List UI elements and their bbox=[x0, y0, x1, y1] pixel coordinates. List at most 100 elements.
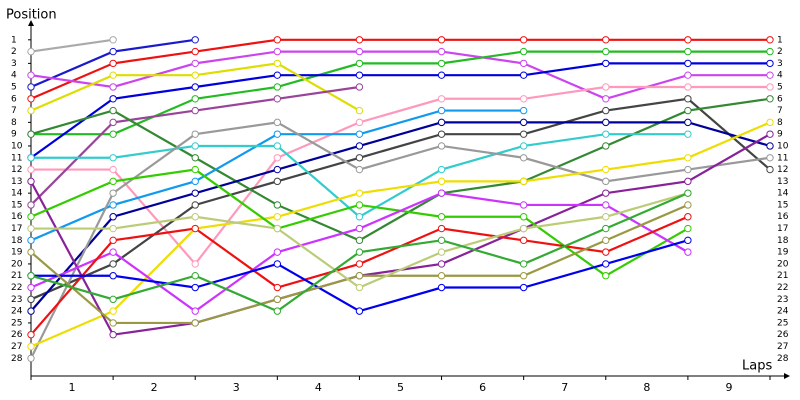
point bbox=[109, 189, 117, 197]
point bbox=[191, 213, 199, 221]
point bbox=[27, 295, 35, 304]
point bbox=[109, 47, 117, 56]
point bbox=[684, 177, 692, 186]
point bbox=[355, 83, 364, 91]
point bbox=[191, 154, 199, 162]
series-line bbox=[31, 85, 770, 266]
point bbox=[27, 248, 35, 256]
point bbox=[602, 260, 610, 268]
point bbox=[27, 71, 35, 79]
x-tick-label: 2 bbox=[151, 381, 158, 394]
point bbox=[519, 272, 528, 280]
point bbox=[355, 307, 364, 315]
point bbox=[109, 118, 117, 127]
point bbox=[109, 130, 117, 138]
y-tick-label-right: 3 bbox=[777, 59, 783, 69]
point bbox=[273, 118, 282, 127]
point bbox=[191, 83, 199, 91]
point bbox=[437, 95, 446, 103]
point bbox=[27, 165, 35, 174]
point bbox=[602, 236, 610, 245]
point bbox=[355, 189, 364, 197]
point bbox=[27, 213, 35, 221]
point bbox=[684, 36, 692, 44]
y-tick-label-right: 12 bbox=[777, 165, 788, 175]
point bbox=[519, 47, 528, 56]
x-tick-label: 9 bbox=[725, 381, 732, 394]
point bbox=[355, 71, 364, 79]
point bbox=[519, 59, 528, 68]
y-tick-label: 21 bbox=[11, 271, 22, 281]
point bbox=[273, 142, 282, 150]
point bbox=[684, 106, 692, 115]
point bbox=[109, 319, 117, 327]
y-tick-label-right: 11 bbox=[777, 153, 788, 163]
point bbox=[273, 295, 282, 304]
series-line bbox=[30, 38, 770, 100]
point bbox=[602, 272, 610, 280]
point bbox=[684, 213, 692, 221]
point bbox=[519, 142, 528, 150]
point bbox=[27, 201, 35, 209]
point bbox=[109, 165, 117, 174]
point bbox=[273, 177, 282, 186]
y-tick-label-right: 26 bbox=[777, 330, 789, 340]
point bbox=[684, 224, 692, 233]
point bbox=[191, 201, 199, 209]
series-line bbox=[30, 121, 771, 359]
point bbox=[602, 47, 610, 56]
y-tick-label: 4 bbox=[11, 71, 17, 81]
point bbox=[519, 130, 528, 138]
series-line bbox=[30, 121, 771, 312]
x-axis-arrow bbox=[784, 373, 790, 379]
point bbox=[191, 189, 199, 197]
y-axis-title: Position bbox=[6, 8, 57, 23]
point bbox=[355, 213, 364, 221]
point bbox=[109, 106, 117, 115]
point bbox=[355, 118, 364, 127]
x-tick-label: 5 bbox=[397, 381, 404, 394]
point bbox=[191, 142, 199, 150]
series-line bbox=[30, 38, 114, 53]
point bbox=[519, 213, 528, 221]
point bbox=[519, 36, 528, 44]
y-tick-label: 13 bbox=[11, 177, 22, 187]
point bbox=[27, 283, 35, 292]
point bbox=[109, 59, 117, 68]
y-tick-label-right: 2 bbox=[777, 47, 783, 57]
point bbox=[27, 83, 35, 91]
point bbox=[273, 130, 282, 138]
point bbox=[27, 106, 35, 115]
point bbox=[437, 224, 446, 233]
series-line bbox=[30, 97, 771, 242]
point bbox=[684, 236, 692, 245]
point bbox=[191, 59, 199, 68]
point bbox=[602, 165, 610, 174]
point bbox=[684, 201, 692, 209]
y-tick-label: 20 bbox=[11, 259, 23, 269]
point bbox=[355, 130, 364, 138]
point bbox=[602, 224, 610, 233]
y-tick-label: 10 bbox=[11, 141, 23, 151]
point bbox=[602, 130, 610, 138]
point bbox=[602, 83, 610, 91]
y-tick-label-right: 1 bbox=[777, 35, 783, 45]
point bbox=[437, 118, 446, 127]
point bbox=[766, 36, 774, 44]
y-tick-label: 11 bbox=[11, 153, 22, 163]
point bbox=[355, 272, 364, 280]
point bbox=[355, 224, 364, 233]
y-tick-label-right: 6 bbox=[777, 94, 783, 104]
point bbox=[766, 130, 774, 138]
y-tick-label-right: 20 bbox=[777, 259, 789, 269]
point bbox=[27, 47, 35, 56]
point bbox=[766, 83, 774, 91]
point bbox=[355, 165, 364, 174]
point bbox=[355, 47, 364, 56]
y-tick-label-right: 23 bbox=[777, 295, 788, 305]
point bbox=[355, 142, 364, 150]
point bbox=[684, 83, 692, 91]
point bbox=[273, 47, 282, 56]
point bbox=[109, 248, 117, 256]
point bbox=[191, 177, 199, 186]
